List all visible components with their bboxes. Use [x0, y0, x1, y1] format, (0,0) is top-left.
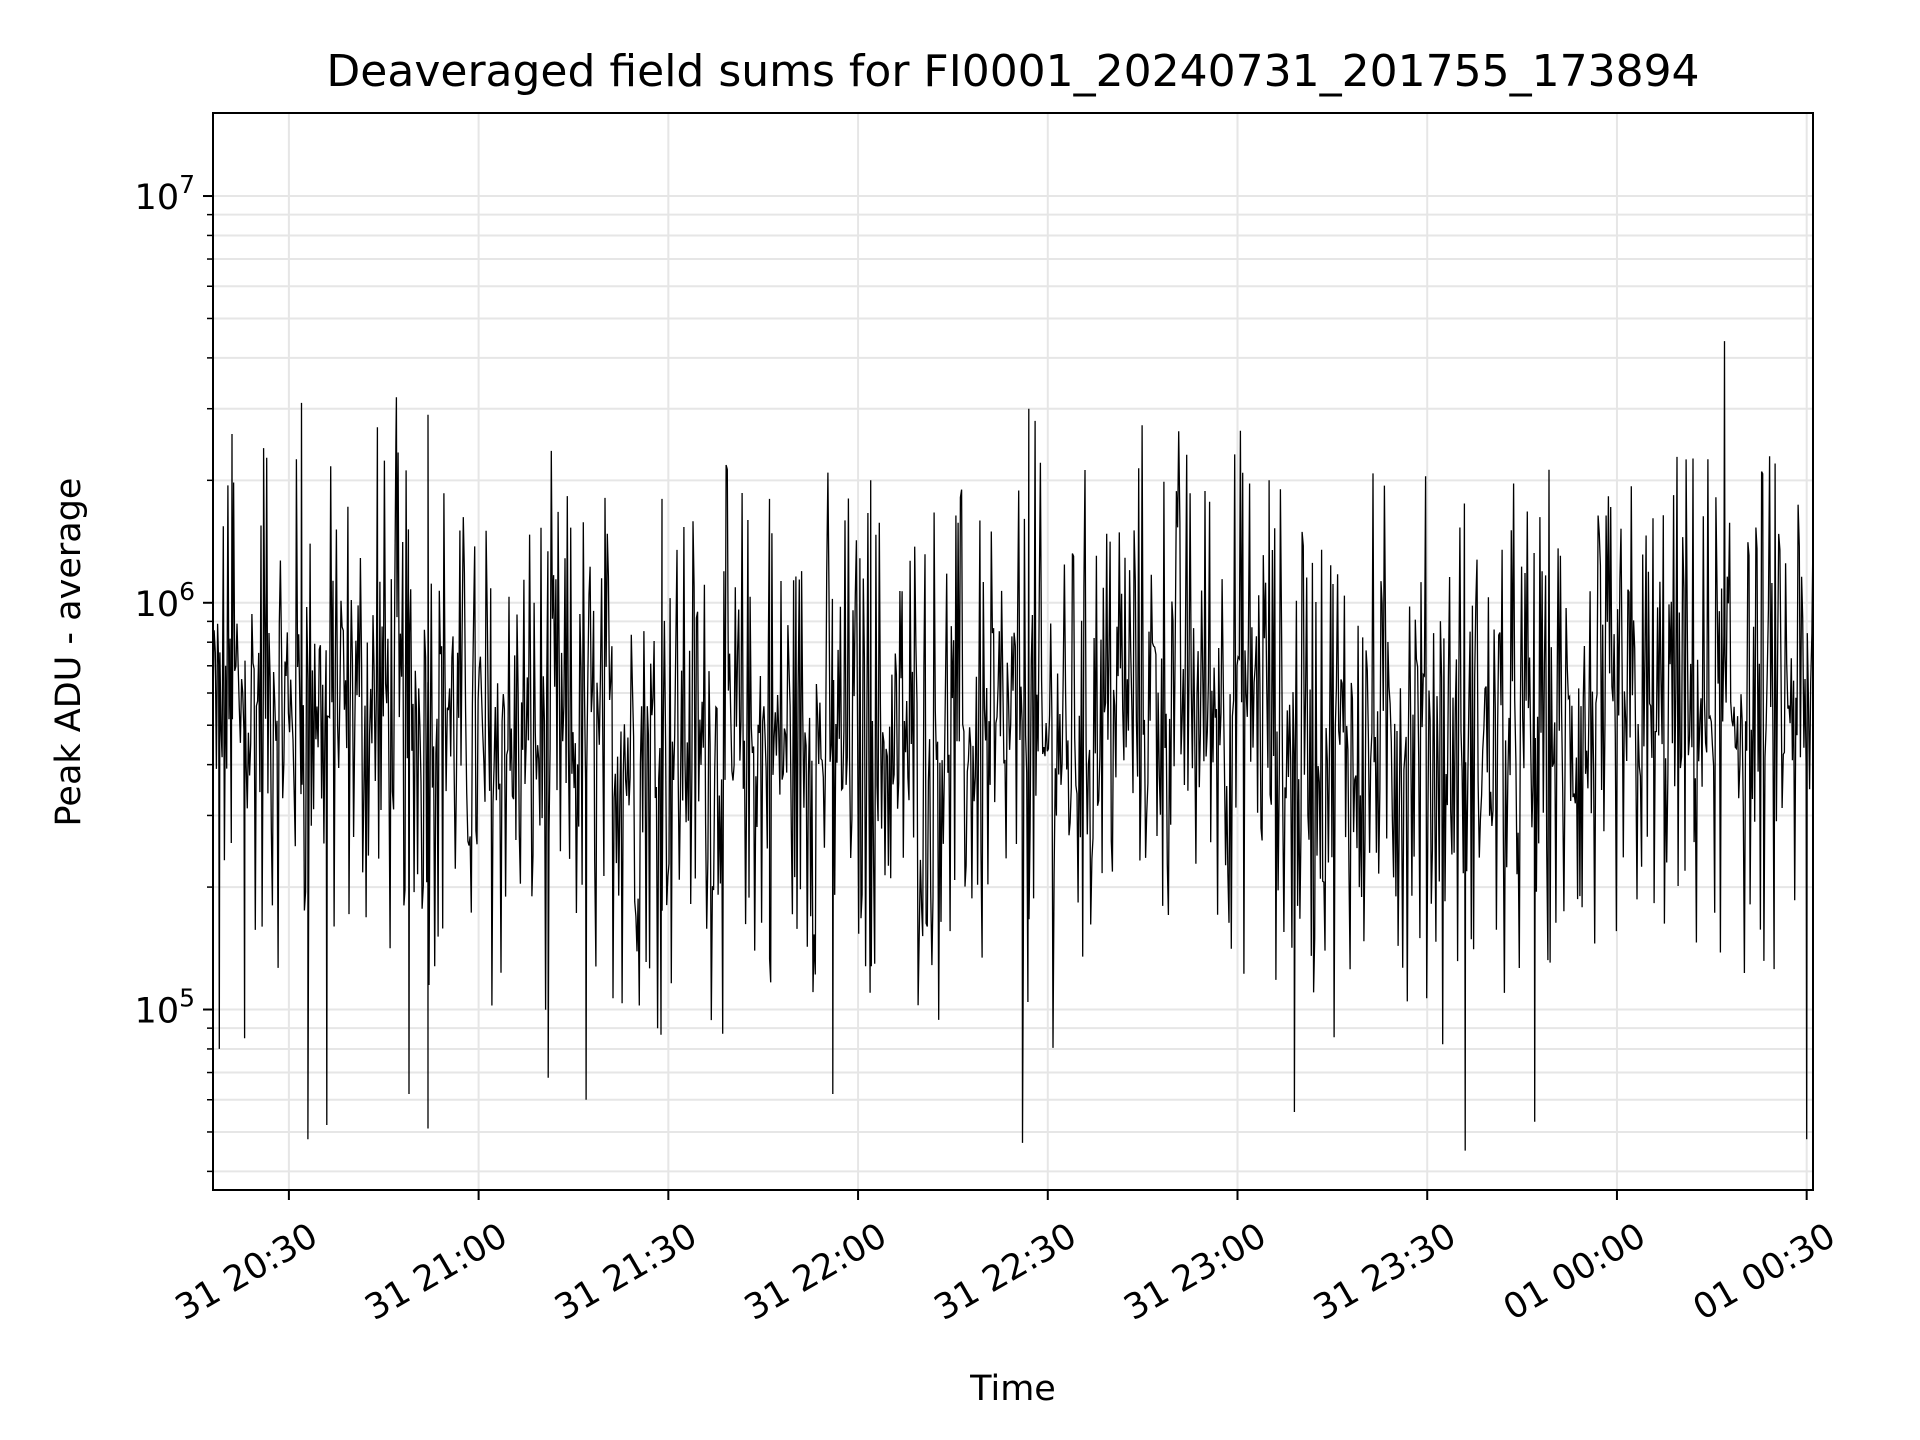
plot-frame: [212, 112, 1814, 1191]
chart-title: Deaveraged field sums for FI0001_2024073…: [326, 46, 1699, 97]
grid-major: [213, 113, 1813, 1190]
series-line: [213, 171, 1813, 1151]
series: [213, 171, 1813, 1151]
y-tick-label: 107: [135, 170, 195, 218]
y-tick-label: 105: [135, 984, 195, 1032]
y-axis-label: Peak ADU - average: [49, 478, 89, 827]
x-axis-label: Time: [969, 1369, 1056, 1409]
y-tick-label: 106: [135, 577, 195, 625]
y-axis: 105 106 107: [135, 170, 213, 1173]
